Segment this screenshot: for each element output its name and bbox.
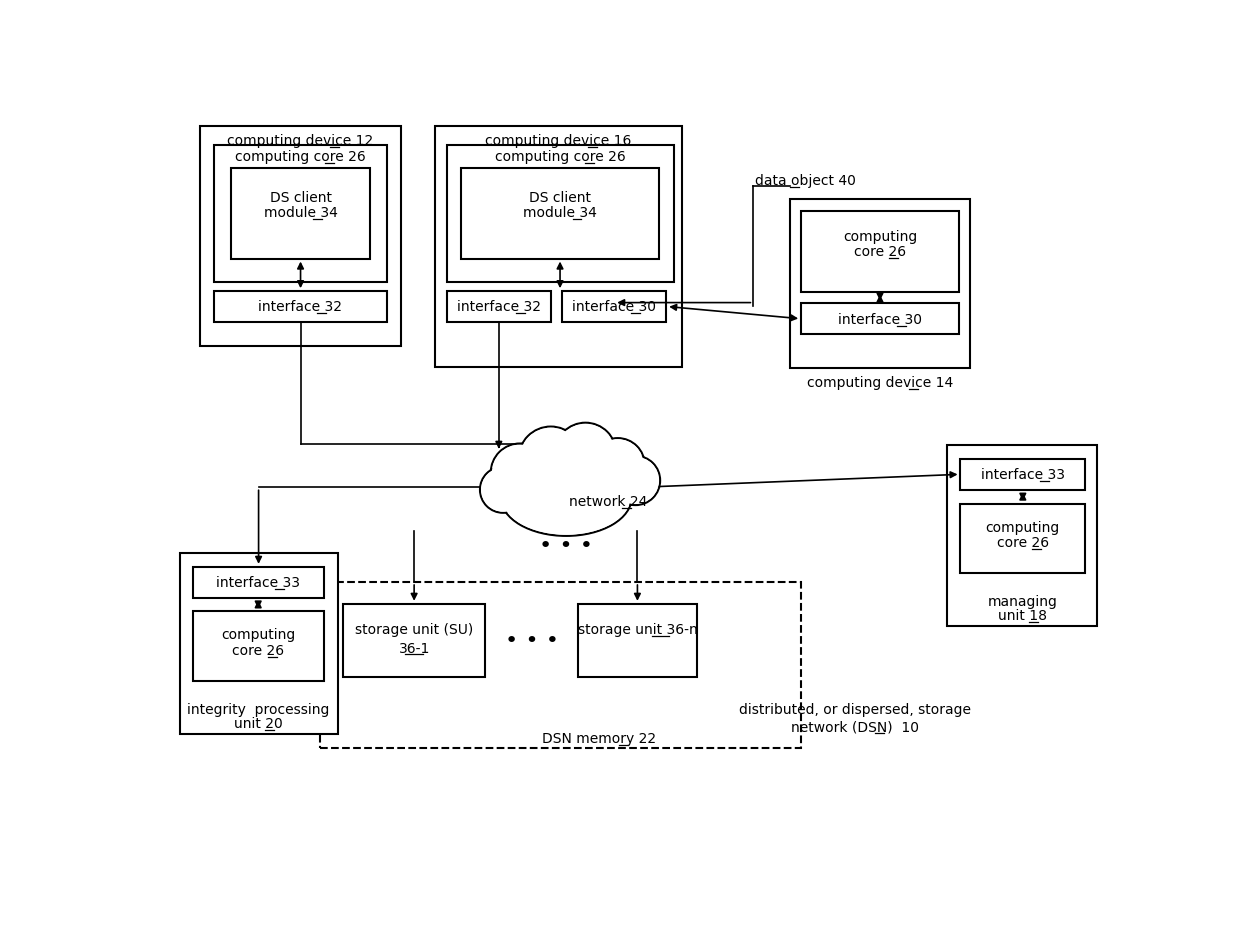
Ellipse shape — [611, 456, 660, 506]
Text: computing core 26: computing core 26 — [495, 150, 626, 164]
Ellipse shape — [520, 429, 582, 491]
Text: storage unit (SU): storage unit (SU) — [355, 622, 474, 636]
Text: integrity  processing: integrity processing — [187, 702, 330, 716]
Text: interface 32: interface 32 — [258, 300, 342, 314]
Bar — [343, 604, 485, 677]
Text: core 26: core 26 — [997, 535, 1049, 549]
Text: computing core 26: computing core 26 — [234, 150, 366, 164]
Text: interface 32: interface 32 — [456, 300, 541, 314]
Text: 36-1: 36-1 — [398, 641, 430, 655]
Ellipse shape — [502, 461, 630, 535]
Bar — [446, 292, 551, 323]
Text: • • •: • • • — [505, 631, 558, 650]
Ellipse shape — [492, 446, 548, 501]
Text: computing: computing — [986, 520, 1060, 534]
Text: computing device 14: computing device 14 — [807, 376, 954, 390]
Bar — [801, 211, 959, 293]
Ellipse shape — [590, 439, 645, 493]
Text: • • •: • • • — [539, 535, 593, 556]
Ellipse shape — [556, 425, 615, 483]
Bar — [231, 169, 370, 260]
Bar — [320, 582, 801, 748]
Text: unit 18: unit 18 — [998, 609, 1047, 622]
Bar — [461, 169, 660, 260]
Ellipse shape — [613, 458, 658, 504]
Bar — [446, 145, 675, 282]
Bar — [213, 145, 387, 282]
Text: module 34: module 34 — [523, 207, 596, 220]
Bar — [801, 304, 959, 335]
Text: computing: computing — [843, 229, 918, 244]
Text: storage unit 36-n: storage unit 36-n — [578, 622, 697, 636]
Text: network 24: network 24 — [569, 495, 647, 509]
Bar — [578, 604, 697, 677]
Bar — [435, 127, 682, 367]
Bar — [961, 460, 1085, 490]
Text: DS client: DS client — [529, 191, 591, 205]
Ellipse shape — [501, 460, 631, 536]
Text: core 26: core 26 — [854, 244, 906, 259]
Text: DSN memory 22: DSN memory 22 — [542, 732, 656, 746]
Ellipse shape — [518, 427, 583, 492]
Bar — [213, 292, 387, 323]
Text: computing device 12: computing device 12 — [227, 134, 373, 148]
Bar — [790, 199, 971, 369]
Bar — [947, 446, 1097, 626]
Text: managing: managing — [987, 595, 1058, 609]
Ellipse shape — [480, 467, 526, 514]
Text: module 34: module 34 — [264, 207, 337, 220]
Text: interface 30: interface 30 — [838, 312, 923, 327]
Bar — [180, 553, 337, 734]
Bar — [201, 127, 401, 346]
Ellipse shape — [591, 440, 644, 491]
Ellipse shape — [491, 444, 549, 502]
Text: computing: computing — [221, 628, 295, 642]
Text: core 26: core 26 — [232, 643, 284, 657]
Text: interface 33: interface 33 — [216, 576, 300, 589]
Ellipse shape — [481, 468, 525, 512]
Text: distributed, or dispersed, storage: distributed, or dispersed, storage — [739, 702, 971, 716]
Text: computing device 16: computing device 16 — [485, 134, 631, 148]
Text: interface 30: interface 30 — [573, 300, 656, 314]
Text: data object 40: data object 40 — [755, 174, 856, 188]
Bar — [192, 567, 324, 598]
Text: network (DSN)  10: network (DSN) 10 — [791, 719, 919, 733]
Ellipse shape — [554, 423, 616, 485]
Text: interface 33: interface 33 — [981, 468, 1065, 481]
Bar — [192, 612, 324, 681]
Bar — [563, 292, 666, 323]
Bar — [961, 504, 1085, 573]
Text: DS client: DS client — [269, 191, 331, 205]
Text: unit 20: unit 20 — [234, 716, 283, 731]
